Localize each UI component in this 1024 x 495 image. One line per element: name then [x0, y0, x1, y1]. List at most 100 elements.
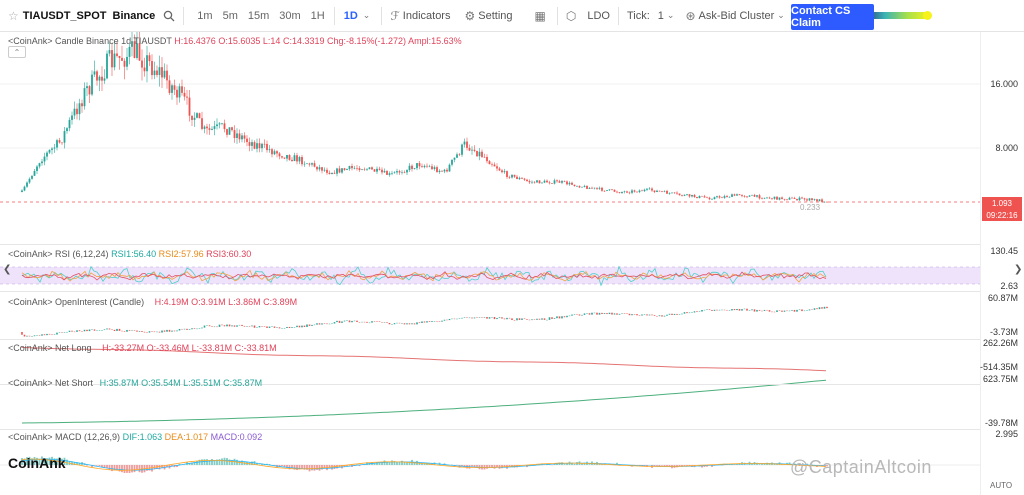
layout-button[interactable]: ▦	[531, 0, 553, 32]
cluster-select[interactable]: ⊛ Ask-Bid Cluster ⌄	[681, 0, 791, 32]
oi-candle	[238, 324, 241, 326]
candle-body	[193, 117, 196, 120]
candle-body	[566, 181, 568, 185]
pane-divider[interactable]	[0, 384, 980, 385]
candle-body	[708, 197, 711, 200]
macd-bar	[493, 465, 496, 469]
candle-body	[513, 174, 516, 177]
macd-bar	[711, 465, 713, 467]
pane-divider[interactable]	[0, 291, 980, 292]
coin-select[interactable]: ⬡ LDO	[562, 0, 614, 32]
candle-body	[306, 163, 308, 165]
candle-body	[23, 186, 26, 191]
search-button[interactable]	[159, 0, 179, 32]
tick-select[interactable]: Tick: 1 ⌄	[623, 0, 681, 32]
oi-candle	[41, 334, 43, 336]
candle-body	[788, 197, 791, 200]
candle-body	[748, 195, 751, 197]
net-long-line	[21, 346, 827, 372]
oi-candle	[473, 317, 476, 319]
setting-button[interactable]: ⚙ Setting	[460, 0, 516, 32]
macd-bar	[418, 462, 421, 465]
pane-divider[interactable]	[0, 339, 980, 340]
oi-candle	[481, 317, 483, 318]
chart-canvas[interactable]	[0, 32, 980, 495]
oi-candle	[593, 312, 596, 314]
tf-1h[interactable]: 1H	[310, 9, 325, 22]
macd-bar	[476, 465, 478, 467]
macd-bar	[216, 459, 218, 465]
tf-15m[interactable]: 15m	[247, 9, 270, 22]
candle-body	[586, 185, 588, 189]
macd-bar	[286, 465, 288, 468]
oi-candle	[766, 309, 768, 311]
macd-bar	[658, 465, 661, 467]
oi-candle	[491, 317, 493, 318]
chevron-left-icon[interactable]: ❮	[3, 264, 12, 275]
tf-1m[interactable]: 1m	[197, 9, 213, 22]
collapse-legend-button[interactable]: ⌃	[8, 46, 26, 58]
oi-candle	[608, 312, 611, 315]
candle-body	[456, 154, 458, 158]
candle-body	[313, 163, 316, 167]
pane-divider[interactable]	[0, 429, 980, 430]
oi-candle	[728, 310, 731, 311]
oi-candle	[441, 320, 443, 322]
candle-body	[593, 187, 596, 189]
oi-candle	[563, 316, 566, 318]
tf-1d[interactable]: 1D	[343, 9, 358, 22]
macd-bar	[171, 465, 173, 467]
candle-body	[568, 182, 571, 185]
symbol-group[interactable]: ☆ TIAUSDT_SPOT Binance	[0, 0, 159, 32]
net-short-legend-prefix: <CoinAnk> Net Short	[8, 378, 94, 388]
candle-body	[401, 172, 403, 174]
macd-bar	[71, 461, 73, 465]
pane-divider[interactable]	[0, 244, 980, 245]
candle-body	[331, 172, 333, 175]
price-axis[interactable]: 16.000 8.000 130.45 2.63 60.87M -3.73M 2…	[980, 32, 1024, 495]
candle-body	[758, 195, 761, 199]
candle-body	[138, 43, 141, 61]
oi-candle	[708, 309, 711, 310]
oi-candle	[48, 333, 51, 335]
oi-candle	[373, 321, 376, 322]
candle-body	[561, 181, 563, 183]
macd-bar	[123, 465, 126, 473]
symbol-name[interactable]: TIAUSDT_SPOT	[22, 9, 107, 22]
chevron-down-icon[interactable]: ⌄	[362, 10, 371, 20]
auto-scale-button[interactable]: AUTO	[990, 481, 1013, 490]
oi-tick: 60.87M	[987, 293, 1018, 303]
chart-area[interactable]	[0, 32, 980, 495]
candle-body	[666, 190, 668, 194]
candle-body	[131, 41, 133, 47]
candle-body	[303, 163, 306, 165]
oi-candle	[603, 313, 606, 314]
candle-body	[691, 194, 693, 197]
contact-cs-claim-button[interactable]: Contact CS Claim	[791, 4, 874, 30]
tf-30m[interactable]: 30m	[279, 9, 301, 22]
candle-body	[151, 61, 153, 76]
oi-candle	[308, 324, 311, 326]
oi-candle	[486, 316, 488, 319]
candle-body	[171, 85, 173, 93]
candle-body	[283, 157, 286, 159]
macd-bar	[66, 459, 68, 465]
candle-body	[93, 71, 96, 75]
candle-body	[143, 67, 146, 72]
candle-body	[388, 173, 391, 175]
macd-bar	[473, 465, 476, 467]
oi-candle	[538, 318, 541, 320]
oi-candle	[361, 321, 363, 323]
macd-bar	[303, 465, 306, 470]
oi-candle	[663, 315, 666, 317]
chevron-right-icon[interactable]: ❯	[1014, 264, 1023, 275]
tf-5m[interactable]: 5m	[222, 9, 238, 22]
candle-body	[611, 189, 613, 190]
oi-candle	[313, 324, 316, 326]
search-icon[interactable]	[163, 10, 175, 22]
indicators-button[interactable]: ℱ Indicators	[386, 0, 454, 32]
star-icon[interactable]: ☆	[8, 8, 19, 23]
candle-body	[351, 166, 353, 169]
candle-body	[483, 156, 486, 158]
candle-body	[383, 171, 386, 173]
